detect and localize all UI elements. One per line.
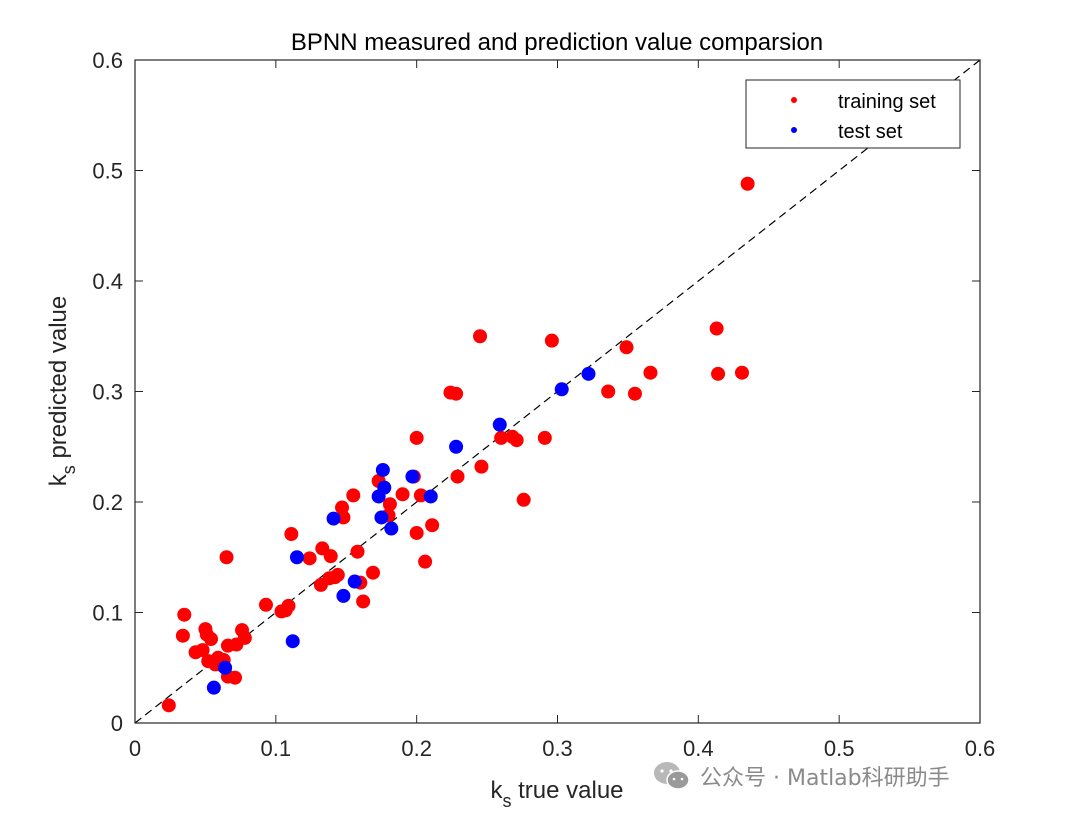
wechat-icon	[654, 762, 690, 790]
data-point	[643, 365, 658, 380]
data-point	[347, 574, 362, 589]
y-tick-label: 0.3	[92, 380, 123, 405]
data-point	[474, 459, 489, 474]
data-point	[711, 366, 726, 381]
y-axis-label: ks predicted value	[45, 296, 79, 486]
watermark-text: 公众号 · Matlab科研助手	[700, 766, 950, 791]
data-point	[395, 487, 410, 502]
data-point	[177, 607, 192, 622]
data-point	[195, 643, 210, 658]
x-tick-label: 0.3	[542, 736, 573, 761]
data-point	[544, 333, 559, 348]
x-tick-label: 0.2	[401, 736, 432, 761]
data-point	[537, 430, 552, 445]
x-tick-label: 0.4	[683, 736, 714, 761]
data-point	[356, 594, 371, 609]
data-point	[175, 628, 190, 643]
x-tick-label: 0.5	[824, 736, 855, 761]
x-tick-label: 0.1	[261, 736, 292, 761]
data-point	[425, 518, 440, 533]
data-point	[516, 492, 531, 507]
data-point	[227, 670, 242, 685]
data-points	[161, 176, 755, 713]
data-point	[449, 439, 464, 454]
data-point	[734, 365, 749, 380]
data-point	[323, 549, 338, 564]
data-point	[450, 469, 465, 484]
data-point	[473, 329, 488, 344]
x-axis-ticks: 0 0.1 0.2 0.3 0.4 0.5 0.6	[129, 60, 995, 761]
data-point	[206, 680, 221, 695]
series-test-set	[206, 366, 596, 695]
data-point	[384, 521, 399, 536]
data-point	[218, 660, 233, 675]
y-tick-label: 0.6	[92, 48, 123, 73]
x-axis-label-sub: s	[502, 791, 511, 811]
y-tick-label: 0.1	[92, 601, 123, 626]
data-point	[219, 550, 234, 565]
data-point	[285, 634, 300, 649]
data-point	[161, 698, 176, 713]
y-tick-label: 0.2	[92, 490, 123, 515]
data-point	[258, 597, 273, 612]
data-point	[494, 430, 509, 445]
data-point	[284, 527, 299, 542]
data-point	[423, 489, 438, 504]
x-axis-label-rest: true value	[511, 777, 623, 804]
data-point	[509, 433, 524, 448]
data-point	[289, 550, 304, 565]
data-point	[237, 630, 252, 645]
data-point	[409, 525, 424, 540]
data-point	[302, 551, 317, 566]
x-axis-label: ks true value	[490, 777, 623, 811]
data-point	[709, 321, 724, 336]
legend-label-test-set: test set	[838, 121, 903, 143]
data-point	[350, 544, 365, 559]
data-point	[382, 497, 397, 512]
chart-title: BPNN measured and prediction value compa…	[291, 29, 823, 56]
y-tick-label: 0.4	[92, 269, 123, 294]
x-tick-label: 0	[129, 736, 141, 761]
data-point	[601, 384, 616, 399]
data-point	[375, 462, 390, 477]
data-point	[374, 510, 389, 525]
data-point	[204, 632, 219, 647]
y-tick-label: 0.5	[92, 159, 123, 184]
legend-box	[745, 79, 961, 149]
y-axis-label-rest: predicted value	[45, 296, 72, 465]
data-point	[281, 598, 296, 613]
data-point	[346, 488, 361, 503]
data-point	[492, 417, 507, 432]
data-point	[740, 176, 755, 191]
y-tick-label: 0	[111, 711, 123, 736]
y-axis-ticks: 0 0.1 0.2 0.3 0.4 0.5 0.6	[92, 48, 980, 736]
legend-marker-test-set	[791, 127, 797, 133]
data-point	[418, 554, 433, 569]
data-point	[326, 511, 341, 526]
data-point	[449, 386, 464, 401]
y-axis-label-k: k	[45, 473, 72, 486]
legend: training set test set	[745, 79, 961, 149]
data-point	[405, 469, 420, 484]
plot-border	[134, 59, 981, 724]
data-point	[377, 480, 392, 495]
x-axis-label-k: k	[490, 777, 503, 804]
data-point	[619, 340, 634, 355]
data-point	[366, 565, 381, 580]
data-point	[627, 386, 642, 401]
data-point	[330, 567, 345, 582]
data-point	[409, 430, 424, 445]
data-point	[554, 382, 569, 397]
x-tick-label: 0.6	[965, 736, 996, 761]
watermark: 公众号 · Matlab科研助手	[652, 758, 950, 794]
data-point	[336, 588, 351, 603]
y-axis-label-sub: s	[59, 465, 79, 474]
data-point	[581, 366, 596, 381]
legend-marker-training-set	[791, 97, 797, 103]
legend-label-training-set: training set	[838, 91, 936, 113]
